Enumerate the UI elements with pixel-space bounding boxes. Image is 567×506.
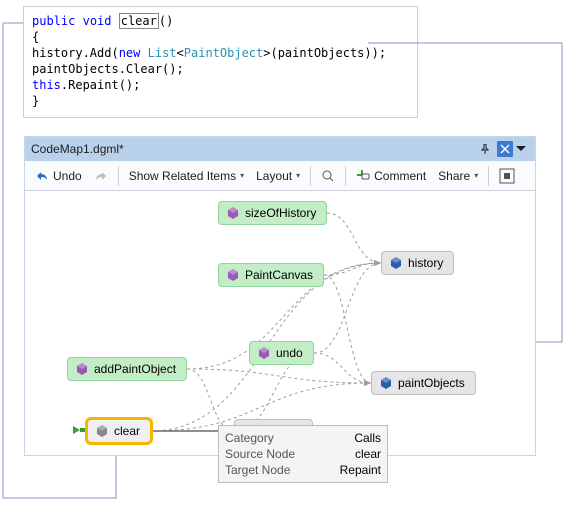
code-editor: public void clear() { history.Add(new Li… <box>23 6 418 118</box>
node-label: clear <box>114 424 140 438</box>
toolbar: Undo Show Related Items▾ Layout▾ Comment… <box>25 161 535 191</box>
node-clear[interactable]: clear <box>87 419 151 443</box>
codemap-window: CodeMap1.dgml* Undo Show Related Items▾ … <box>24 136 536 456</box>
edge-sizeOfHistory-history[interactable] <box>327 213 381 263</box>
node-paintObjects[interactable]: paintObjects <box>371 371 476 395</box>
node-label: addPaintObject <box>94 362 176 376</box>
node-addPaintObject[interactable]: addPaintObject <box>67 357 187 381</box>
cube-icon <box>227 269 239 281</box>
redo-button[interactable] <box>90 167 112 185</box>
kw-public: public <box>32 14 75 28</box>
node-undo[interactable]: undo <box>249 341 314 365</box>
node-label: sizeOfHistory <box>245 206 316 220</box>
code-line-1: public void clear() <box>32 13 409 29</box>
kw-void: void <box>83 14 112 28</box>
cube-icon <box>96 425 108 437</box>
node-history[interactable]: history <box>381 251 454 275</box>
window-title: CodeMap1.dgml* <box>31 142 124 156</box>
edge-paintCanvas-paintObjects[interactable] <box>324 275 371 383</box>
edge-undo-paintObjects[interactable] <box>314 353 371 383</box>
edge-undo-history[interactable] <box>314 263 381 353</box>
window-menu-icon[interactable] <box>513 141 529 157</box>
code-line-5: this.Repaint(); <box>32 77 409 93</box>
node-sizeOfHistory[interactable]: sizeOfHistory <box>218 201 327 225</box>
tooltip-target-label: Target Node <box>225 463 290 477</box>
edge-tooltip: Category Calls Source Node clear Target No… <box>218 425 388 483</box>
cube-icon <box>258 347 270 359</box>
cube-icon <box>390 257 402 269</box>
undo-button[interactable]: Undo <box>31 167 86 185</box>
comment-button[interactable]: Comment <box>352 167 430 185</box>
share-button[interactable]: Share▾ <box>434 167 482 185</box>
tooltip-source-label: Source Node <box>225 447 295 461</box>
tooltip-category-value: Calls <box>354 431 381 445</box>
code-line-6: } <box>32 93 409 109</box>
code-line-2: { <box>32 29 409 45</box>
edge-paintCanvas-history[interactable] <box>324 263 381 275</box>
method-name[interactable]: clear <box>119 13 159 29</box>
cube-icon <box>380 377 392 389</box>
pin-icon[interactable] <box>477 141 493 157</box>
tooltip-target-value: Repaint <box>340 463 381 477</box>
node-label: history <box>408 256 443 270</box>
node-label: paintObjects <box>398 376 465 390</box>
filter-icon[interactable] <box>317 167 339 185</box>
show-related-button[interactable]: Show Related Items▾ <box>125 167 248 185</box>
graph-canvas[interactable]: sizeOfHistory PaintCanvas addPaintObject un… <box>25 191 535 455</box>
edge-addPaintObject-paintObjects[interactable] <box>187 369 371 383</box>
window-titlebar[interactable]: CodeMap1.dgml* <box>25 137 535 161</box>
code-line-4: paintObjects.Clear(); <box>32 61 409 77</box>
edges-layer <box>25 191 535 455</box>
tooltip-category-label: Category <box>225 431 274 445</box>
cube-icon <box>227 207 239 219</box>
fit-icon[interactable] <box>495 166 519 186</box>
code-line-3: history.Add(new List<PaintObject>(paintO… <box>32 45 409 61</box>
node-paintCanvas[interactable]: PaintCanvas <box>218 263 324 287</box>
node-label: undo <box>276 346 303 360</box>
cube-icon <box>76 363 88 375</box>
layout-button[interactable]: Layout▾ <box>252 167 304 185</box>
close-icon[interactable] <box>497 141 513 157</box>
edge-addPaintObject-repaint[interactable] <box>187 369 234 431</box>
node-label: PaintCanvas <box>245 268 313 282</box>
tooltip-source-value: clear <box>355 447 381 461</box>
